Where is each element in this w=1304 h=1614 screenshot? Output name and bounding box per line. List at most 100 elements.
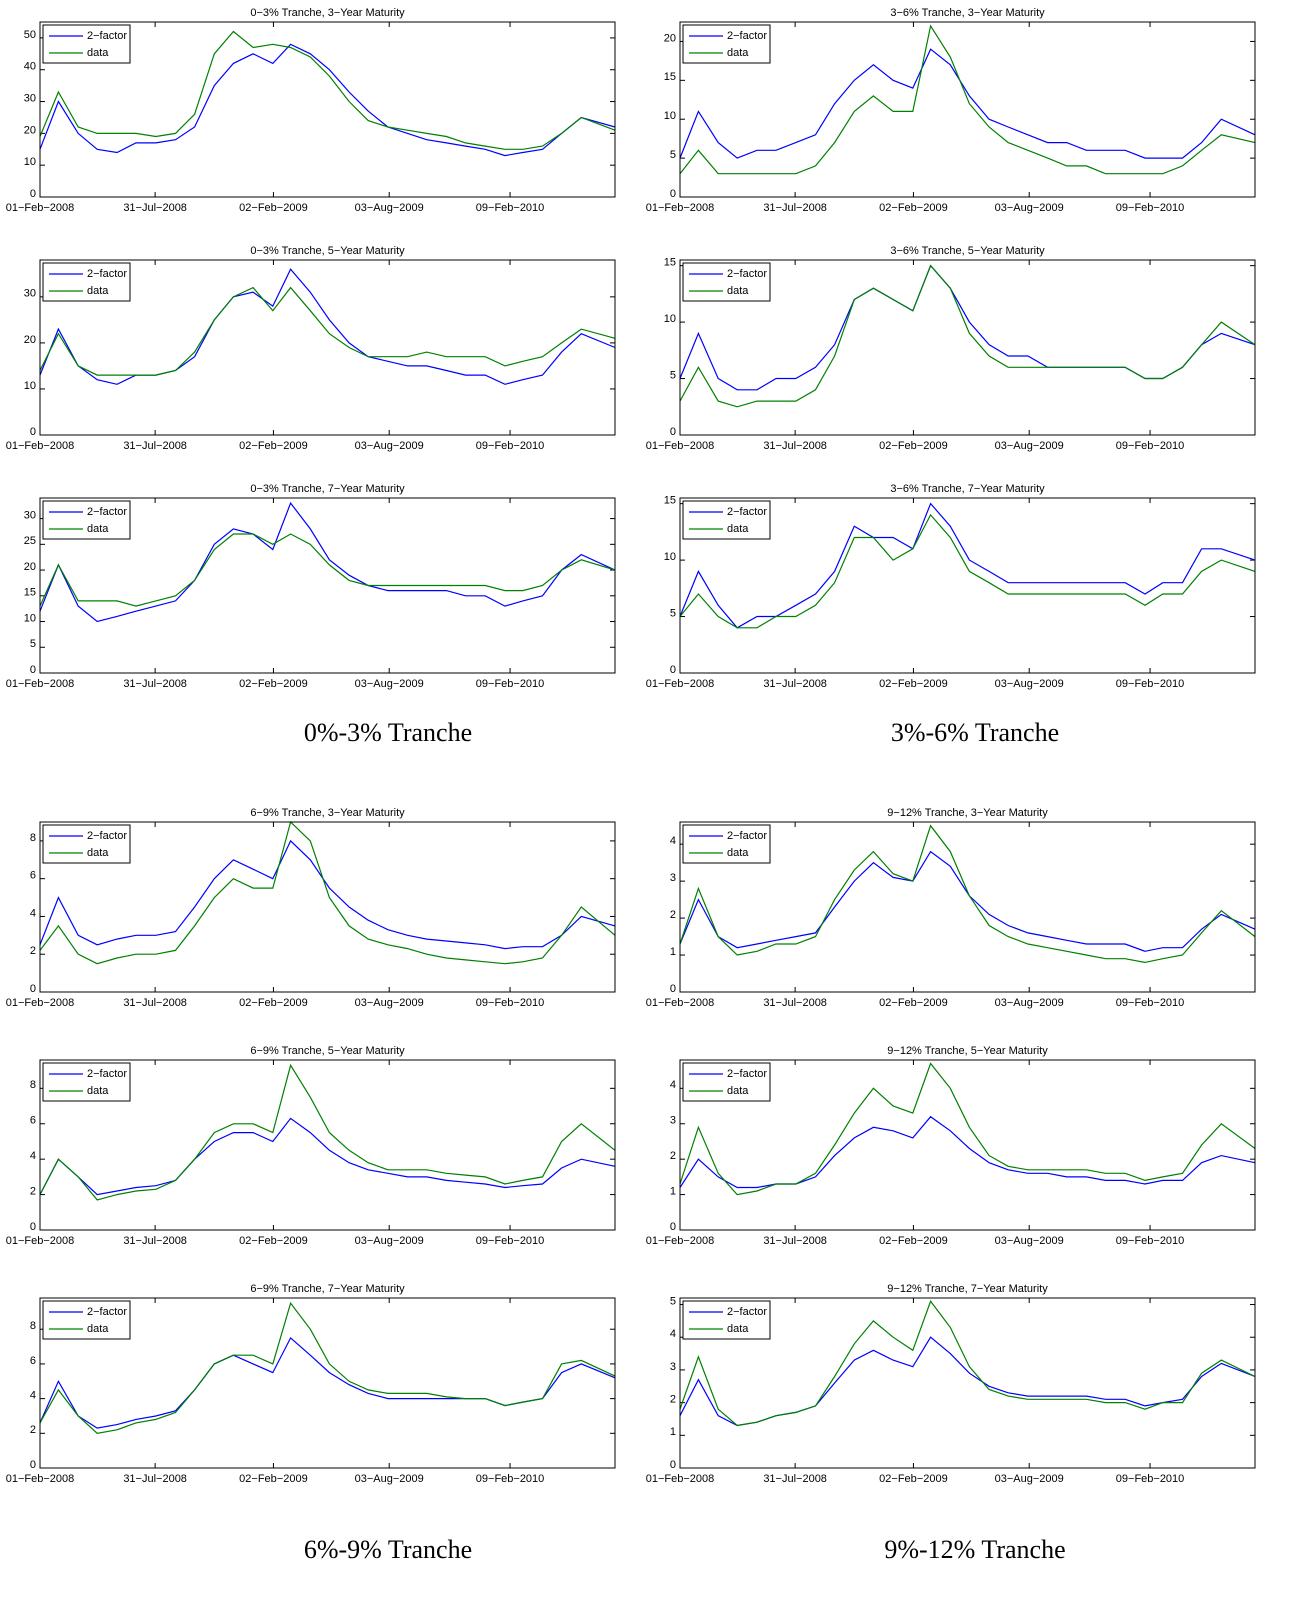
legend-label: data bbox=[87, 285, 109, 297]
y-tick-label: 0 bbox=[670, 188, 676, 200]
series-line bbox=[679, 1300, 1256, 1427]
y-tick-label: 1 bbox=[670, 1426, 676, 1438]
legend-label: data bbox=[727, 285, 749, 297]
x-tick-label: 01−Feb−2008 bbox=[6, 1235, 75, 1247]
x-tick-label: 02−Feb−2009 bbox=[879, 678, 948, 690]
y-tick-label: 15 bbox=[24, 587, 36, 599]
x-tick-label: 31−Jul−2008 bbox=[123, 997, 187, 1009]
caption: 0%-3% Tranche bbox=[304, 718, 472, 747]
x-tick-label: 02−Feb−2009 bbox=[239, 1473, 308, 1485]
x-tick-label: 31−Jul−2008 bbox=[123, 440, 187, 452]
x-tick-label: 03−Aug−2009 bbox=[355, 678, 424, 690]
panel: 6−9% Tranche, 7−Year Maturity 0 2 4 6 8 01−Feb… bbox=[6, 1283, 616, 1485]
y-tick-label: 3 bbox=[670, 1115, 676, 1127]
plot-area bbox=[40, 1298, 615, 1468]
legend-label: data bbox=[727, 1323, 749, 1335]
series-line bbox=[39, 286, 616, 376]
y-tick-label: 10 bbox=[24, 380, 36, 392]
x-tick-label: 09−Feb−2010 bbox=[476, 1473, 545, 1485]
legend-box bbox=[682, 1300, 771, 1340]
legend-box bbox=[42, 1300, 131, 1340]
y-tick-label: 8 bbox=[30, 832, 36, 844]
x-tick-label: 01−Feb−2008 bbox=[646, 678, 715, 690]
axes-box bbox=[39, 21, 616, 198]
plot-area bbox=[680, 1060, 1255, 1230]
x-tick-label: 03−Aug−2009 bbox=[995, 440, 1064, 452]
y-tick-label: 4 bbox=[670, 1079, 676, 1091]
chart-title: 0−3% Tranche, 5−Year Maturity bbox=[250, 245, 405, 257]
x-tick-label: 02−Feb−2009 bbox=[879, 1235, 948, 1247]
x-tick-label: 01−Feb−2008 bbox=[646, 997, 715, 1009]
legend-box bbox=[682, 24, 771, 64]
y-tick-label: 5 bbox=[670, 607, 676, 619]
x-tick-label: 03−Aug−2009 bbox=[355, 440, 424, 452]
legend-box bbox=[42, 24, 131, 64]
legend-label: 2−factor bbox=[87, 830, 127, 842]
x-tick-label: 01−Feb−2008 bbox=[6, 440, 75, 452]
legend-label: 2−factor bbox=[87, 268, 127, 280]
y-tick-label: 15 bbox=[664, 495, 676, 507]
series-line bbox=[39, 533, 616, 607]
x-tick-label: 01−Feb−2008 bbox=[646, 1235, 715, 1247]
legend-label: data bbox=[727, 523, 749, 535]
series-line bbox=[679, 502, 1256, 629]
y-tick-label: 5 bbox=[670, 1295, 676, 1307]
y-tick-label: 0 bbox=[30, 188, 36, 200]
legend-label: 2−factor bbox=[727, 1068, 767, 1080]
y-tick-label: 1 bbox=[670, 1185, 676, 1197]
x-tick-label: 31−Jul−2008 bbox=[123, 678, 187, 690]
series-line bbox=[39, 30, 616, 150]
legend-label: data bbox=[87, 847, 109, 859]
y-tick-label: 20 bbox=[24, 124, 36, 136]
series-line bbox=[39, 839, 616, 950]
panel: 9−12% Tranche, 7−Year Maturity 0 1 2 3 4 5 01−F… bbox=[646, 1283, 1256, 1485]
legend-label: data bbox=[727, 1085, 749, 1097]
y-tick-label: 0 bbox=[670, 1221, 676, 1233]
legend-box bbox=[42, 262, 131, 302]
x-tick-label: 02−Feb−2009 bbox=[239, 997, 308, 1009]
y-tick-label: 6 bbox=[30, 1115, 36, 1127]
legend-box bbox=[682, 1062, 771, 1102]
legend-label: 2−factor bbox=[727, 830, 767, 842]
x-tick-label: 02−Feb−2009 bbox=[239, 202, 308, 214]
axes-box bbox=[39, 821, 616, 993]
x-tick-label: 01−Feb−2008 bbox=[6, 678, 75, 690]
plot-area bbox=[40, 22, 615, 197]
chart-title: 6−9% Tranche, 7−Year Maturity bbox=[250, 1283, 405, 1295]
legend-box bbox=[42, 824, 131, 864]
axes-box bbox=[39, 1297, 616, 1469]
x-tick-label: 02−Feb−2009 bbox=[239, 1235, 308, 1247]
axes-box bbox=[679, 821, 1256, 993]
plot-area bbox=[40, 822, 615, 992]
x-tick-label: 02−Feb−2009 bbox=[879, 997, 948, 1009]
y-tick-label: 0 bbox=[30, 1221, 36, 1233]
x-tick-label: 03−Aug−2009 bbox=[355, 202, 424, 214]
axes-box bbox=[39, 259, 616, 436]
series-line bbox=[39, 820, 616, 965]
x-tick-label: 31−Jul−2008 bbox=[123, 202, 187, 214]
legend-label: 2−factor bbox=[727, 1306, 767, 1318]
x-tick-label: 31−Jul−2008 bbox=[763, 997, 827, 1009]
y-tick-label: 8 bbox=[30, 1320, 36, 1332]
legend-box bbox=[682, 500, 771, 540]
y-tick-label: 10 bbox=[664, 110, 676, 122]
y-tick-label: 2 bbox=[30, 945, 36, 957]
series-line bbox=[39, 268, 616, 385]
y-tick-label: 30 bbox=[24, 288, 36, 300]
y-tick-label: 10 bbox=[24, 612, 36, 624]
chart-title: 9−12% Tranche, 5−Year Maturity bbox=[887, 1045, 1048, 1057]
legend-label: 2−factor bbox=[727, 506, 767, 518]
y-tick-label: 6 bbox=[30, 1355, 36, 1367]
axes-box bbox=[679, 497, 1256, 674]
x-tick-label: 02−Feb−2009 bbox=[239, 440, 308, 452]
y-tick-label: 20 bbox=[24, 334, 36, 346]
chart-title: 6−9% Tranche, 5−Year Maturity bbox=[250, 1045, 405, 1057]
x-tick-label: 31−Jul−2008 bbox=[763, 1473, 827, 1485]
caption: 3%-6% Tranche bbox=[891, 718, 1059, 747]
y-tick-label: 10 bbox=[664, 551, 676, 563]
x-tick-label: 31−Jul−2008 bbox=[763, 678, 827, 690]
y-tick-label: 2 bbox=[30, 1424, 36, 1436]
x-tick-label: 03−Aug−2009 bbox=[995, 202, 1064, 214]
y-tick-label: 30 bbox=[24, 92, 36, 104]
